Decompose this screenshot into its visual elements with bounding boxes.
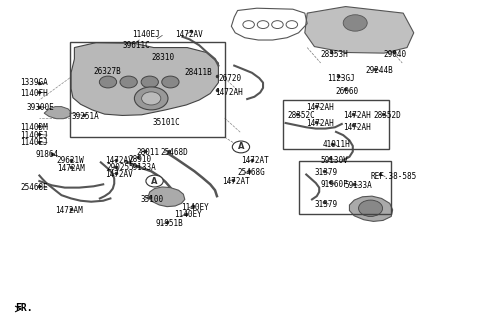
Text: 35101C: 35101C (153, 117, 180, 127)
Text: 26720: 26720 (218, 74, 241, 83)
Text: 1472AV: 1472AV (105, 156, 132, 165)
Text: 29244B: 29244B (366, 66, 394, 75)
Text: 39300E: 39300E (26, 103, 54, 112)
Text: 28411B: 28411B (185, 68, 213, 77)
Text: FR.: FR. (15, 303, 33, 313)
Text: 29621W: 29621W (57, 156, 84, 165)
Text: 1339GA: 1339GA (20, 78, 48, 87)
Text: 28910: 28910 (129, 154, 152, 164)
Circle shape (99, 76, 117, 88)
Polygon shape (349, 196, 393, 221)
Text: 28011: 28011 (137, 148, 160, 157)
Text: 29025: 29025 (107, 163, 130, 172)
Text: 26060: 26060 (335, 87, 358, 96)
Text: 1472AH: 1472AH (343, 111, 371, 120)
Text: 1140FH: 1140FH (20, 89, 48, 98)
Circle shape (359, 200, 383, 216)
Text: A: A (238, 142, 244, 152)
Text: 1140EY: 1140EY (181, 203, 209, 212)
Text: 25468E: 25468E (20, 183, 48, 192)
Text: 31379: 31379 (314, 199, 337, 209)
Text: 91951B: 91951B (156, 219, 184, 228)
Text: 28353H: 28353H (321, 50, 348, 59)
Text: 29040: 29040 (383, 50, 406, 59)
Polygon shape (44, 107, 71, 119)
Text: 1472AM: 1472AM (55, 206, 83, 215)
Text: 1472AT: 1472AT (222, 176, 250, 186)
Text: 39611C: 39611C (122, 41, 150, 50)
Text: 26327B: 26327B (94, 67, 121, 76)
Circle shape (343, 15, 367, 31)
Circle shape (142, 92, 161, 105)
Polygon shape (148, 187, 185, 207)
Text: 39251A: 39251A (71, 112, 99, 121)
Text: 1140EY: 1140EY (174, 210, 202, 219)
Text: 1123GJ: 1123GJ (327, 73, 355, 83)
Text: 1472AV: 1472AV (105, 170, 132, 179)
Text: 59133A: 59133A (345, 181, 372, 190)
Circle shape (134, 87, 168, 110)
Text: 1472AH: 1472AH (343, 123, 371, 133)
Circle shape (141, 76, 158, 88)
Text: 59130V: 59130V (321, 155, 348, 165)
Text: 28352D: 28352D (373, 111, 401, 120)
Text: 59133A: 59133A (129, 163, 156, 172)
Text: 1472AM: 1472AM (57, 164, 84, 173)
Text: 35100: 35100 (140, 195, 163, 204)
Text: 1472AV: 1472AV (175, 30, 203, 39)
Text: 28352C: 28352C (287, 111, 315, 120)
Text: REF.38-585: REF.38-585 (371, 172, 417, 181)
Text: 1472AT: 1472AT (241, 156, 269, 165)
Text: 91864: 91864 (36, 150, 59, 159)
Text: 1472AH: 1472AH (215, 88, 243, 97)
Circle shape (162, 76, 179, 88)
Circle shape (232, 141, 250, 153)
Text: 1472AH: 1472AH (306, 103, 334, 112)
Text: 1140DM: 1140DM (20, 123, 48, 132)
Text: 28310: 28310 (151, 53, 174, 62)
Text: 31379: 31379 (314, 168, 337, 177)
Text: 1140EJ: 1140EJ (20, 138, 48, 147)
Text: 25468G: 25468G (238, 168, 265, 177)
Text: 1140EJ: 1140EJ (20, 131, 48, 140)
Circle shape (120, 76, 137, 88)
Polygon shape (71, 43, 218, 115)
Text: 91960F: 91960F (321, 180, 348, 189)
Text: 1472AH: 1472AH (306, 118, 334, 128)
Circle shape (146, 175, 163, 187)
Text: A: A (151, 176, 158, 186)
Text: 41911H: 41911H (323, 140, 350, 150)
Polygon shape (305, 7, 414, 53)
Text: 25468D: 25468D (161, 148, 189, 157)
Text: 1140EJ: 1140EJ (132, 30, 160, 39)
